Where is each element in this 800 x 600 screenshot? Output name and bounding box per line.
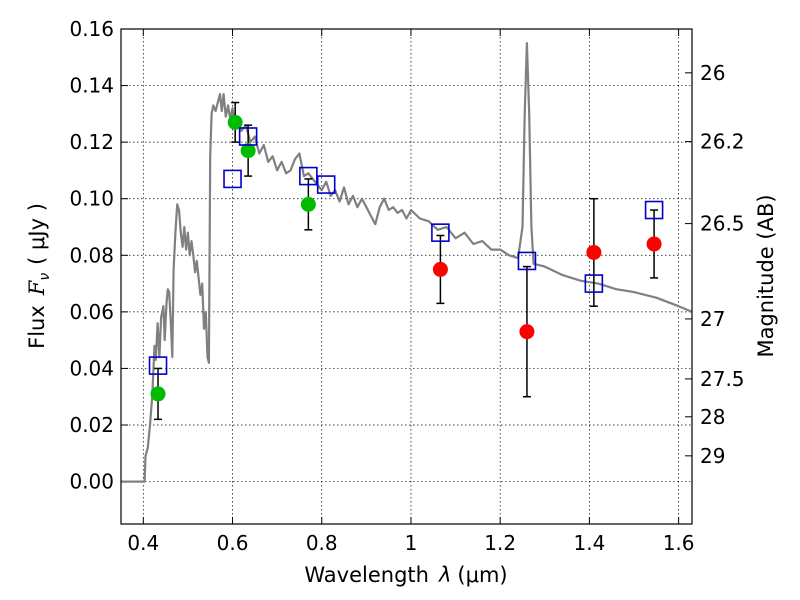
synthetic-flux-square <box>316 175 336 194</box>
magnitude-tick-label: 26.5 <box>700 212 745 236</box>
y-tick-label: 0.08 <box>69 243 114 267</box>
x-tick-label: 1.6 <box>663 531 695 555</box>
magnitude-tick-label: 28 <box>700 405 725 429</box>
y-tick-label: 0.10 <box>69 187 114 211</box>
x-axis-label: Wavelength λ (μm) <box>304 563 507 587</box>
detected-flux-point <box>227 114 243 130</box>
grid-lines <box>121 28 692 524</box>
model-spectrum-line <box>121 42 693 483</box>
detected-flux-point <box>300 196 316 212</box>
marginal-flux-point <box>519 324 535 340</box>
synthetic-flux-square <box>431 223 450 242</box>
marginal-flux-point <box>586 244 602 260</box>
magnitude-tick-label: 29 <box>700 444 725 468</box>
detected-flux-point <box>240 143 256 159</box>
magnitude-tick-label: 27 <box>700 307 725 331</box>
y-tick-label: 0.06 <box>69 300 114 324</box>
synthetic-flux-square <box>299 166 318 186</box>
x-axis-ticks: 0.4 0.6 0.8 1 1.2 1.4 1.6 <box>127 29 695 555</box>
y-tick-label: 0.02 <box>69 413 114 437</box>
magnitude-axis-ticks: 26 26.2 26.5 27 27.5 28 29 <box>685 61 745 468</box>
x-tick-label: 0.6 <box>217 531 249 555</box>
marginal-flux-point <box>432 261 448 277</box>
magnitude-tick-label: 26.2 <box>700 130 745 154</box>
x-tick-label: 1.2 <box>484 531 516 555</box>
synthetic-flux-square <box>238 127 258 146</box>
magnitude-tick-label: 26 <box>700 61 725 85</box>
plot-frame <box>120 28 693 525</box>
synthetic-flux-square <box>517 251 537 271</box>
y-tick-label: 0.12 <box>69 130 114 154</box>
y-tick-label: 0.16 <box>69 17 114 41</box>
synthetic-flux-square <box>148 356 168 375</box>
marginal-flux-point <box>646 236 662 252</box>
plot-area <box>121 42 693 483</box>
synthetic-flux-square <box>584 274 604 293</box>
x-tick-label: 1 <box>405 531 418 555</box>
y-axis-ticks: 0.00 0.02 0.04 0.06 0.08 0.10 0.12 0.14 0.16 <box>69 17 128 494</box>
y-tick-label: 0.04 <box>69 356 114 380</box>
magnitude-axis-label: Magnitude (AB) <box>754 194 778 357</box>
detected-flux-point <box>150 386 166 402</box>
y-tick-label: 0.00 <box>69 470 114 494</box>
y-axis-label: FluxFν( μJy ) <box>25 203 53 349</box>
x-tick-label: 0.8 <box>306 531 338 555</box>
magnitude-tick-label: 27.5 <box>700 367 745 391</box>
x-tick-label: 0.4 <box>127 531 159 555</box>
synthetic-flux-square <box>644 200 664 220</box>
y-tick-label: 0.14 <box>69 74 114 98</box>
x-tick-label: 1.4 <box>573 531 605 555</box>
synthetic-flux-square <box>223 169 242 189</box>
